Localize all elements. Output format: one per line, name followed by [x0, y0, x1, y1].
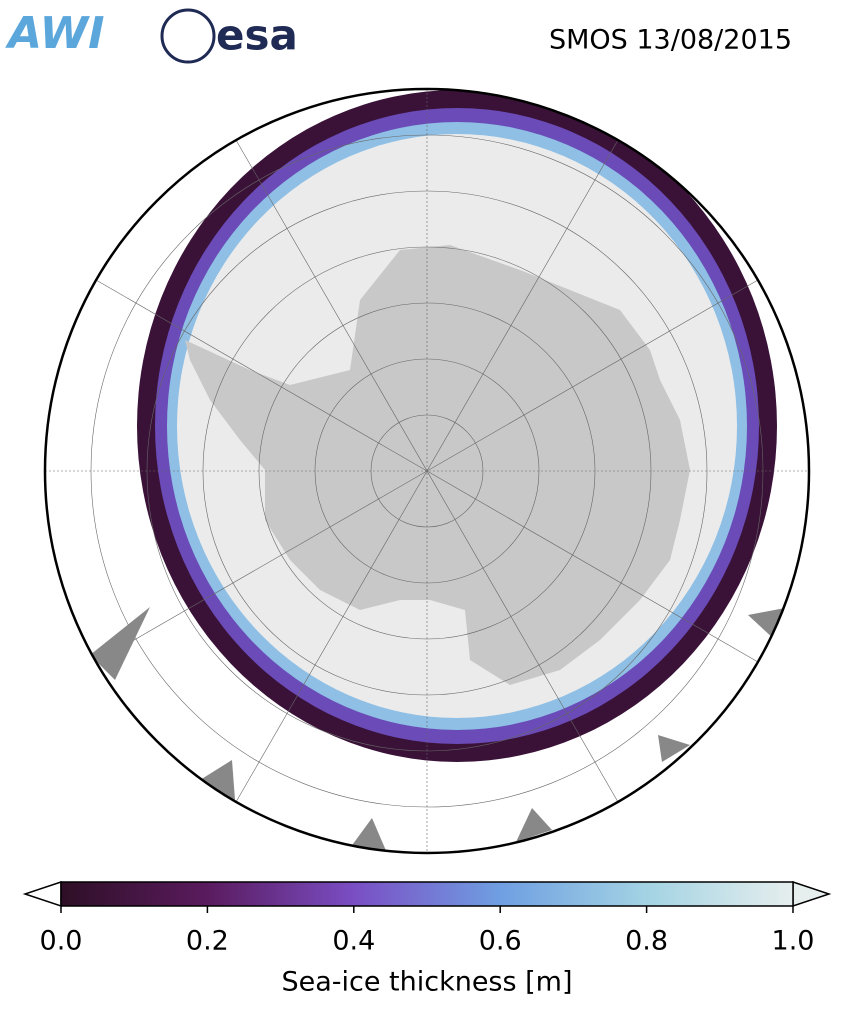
colorbar-tick-label: 0.0 — [40, 926, 83, 957]
map-frame — [43, 87, 811, 855]
awi-logo: AWI — [5, 8, 105, 59]
colorbar — [22, 880, 832, 908]
esa-logo: esa — [216, 11, 298, 60]
colorbar-tick-label: 0.2 — [186, 926, 229, 957]
colorbar-under — [22, 880, 62, 908]
colorbar-tick-label: 0.6 — [479, 926, 522, 957]
colorbar-tick-label: 0.8 — [625, 926, 668, 957]
esa-logo-mark — [160, 8, 216, 64]
colorbar-label: Sea-ice thickness [m] — [281, 967, 572, 998]
title: SMOS 13/08/2015 — [549, 25, 792, 56]
colorbar-tick-label: 1.0 — [772, 926, 815, 957]
map — [45, 89, 809, 853]
graticule — [45, 89, 809, 853]
colorbar-over — [792, 880, 832, 908]
colorbar-tick-label: 0.4 — [332, 926, 375, 957]
colorbar-ramp — [60, 881, 794, 907]
